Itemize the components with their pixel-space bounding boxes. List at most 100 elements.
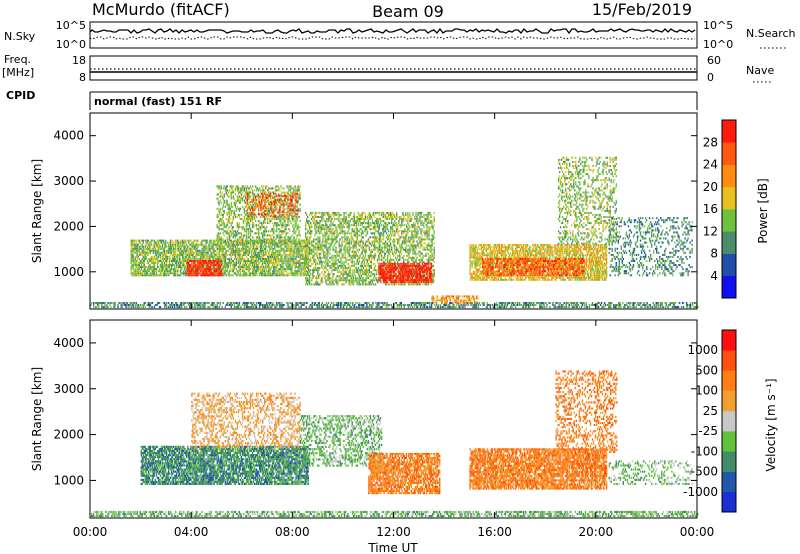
cpid-label: CPID [6,89,35,102]
heatmap-cell [223,252,224,254]
heatmap-cell [408,306,409,308]
heatmap-cell [140,304,141,306]
heatmap-cell [297,185,298,187]
heatmap-cell [221,262,222,264]
heatmap-cell [294,232,295,234]
heatmap-cell [586,302,587,304]
heatmap-cell [261,185,262,187]
heatmap-cell [280,220,281,222]
heatmap-cell [186,256,187,258]
heatmap-cell [168,302,169,304]
heatmap-cell [239,214,240,216]
heatmap-cell [247,199,248,201]
heatmap-cell [250,204,251,206]
heatmap-cell [251,199,252,201]
heatmap-cell [256,195,257,197]
heatmap-cell [203,258,204,260]
heatmap-cell [381,302,382,304]
heatmap-cell [158,242,159,244]
heatmap-cell [463,304,464,306]
heatmap-cell [109,304,110,306]
heatmap-cell [292,246,293,248]
heatmap-cell [225,206,226,208]
heatmap-cell [246,264,247,266]
heatmap-cell [304,248,305,250]
heatmap-cell [280,246,281,248]
heatmap-cell [285,197,286,199]
heatmap-cell [132,246,133,248]
heatmap-cell [247,201,248,203]
heatmap-cell [292,187,293,189]
heatmap-cell [226,252,227,254]
heatmap-cell [599,302,600,304]
heatmap-cell [378,304,379,306]
heatmap-cell [256,216,257,218]
heatmap-cell [210,270,211,272]
heatmap-cell [244,258,245,260]
heatmap-cell [502,304,503,306]
heatmap-cell [288,258,289,260]
heatmap-cell [310,277,311,279]
heatmap-cell [224,200,225,202]
heatmap-cell [263,250,264,252]
heatmap-cell [266,226,267,228]
heatmap-cell [252,264,253,266]
heatmap-cell [240,200,241,202]
heatmap-cell [226,192,227,194]
heatmap-cell [151,242,152,244]
heatmap-cell [277,256,278,258]
heatmap-cell [136,262,137,264]
heatmap-cell [278,270,279,272]
heatmap-cell [171,248,172,250]
heatmap-cell [252,241,253,243]
heatmap-cell [181,266,182,268]
heatmap-cell [465,304,466,306]
nsearch-tick-top: 10^5 [703,19,733,32]
heatmap-cell [279,209,280,211]
heatmap-cell [308,245,309,247]
heatmap-cell [210,242,211,244]
heatmap-cell [164,250,165,252]
heatmap-cell [167,260,168,262]
heatmap-cell [252,304,253,306]
heatmap-cell [235,216,236,218]
heatmap-cell [220,196,221,198]
heatmap-cell [306,257,307,259]
heatmap-cell [206,240,207,242]
heatmap-cell [259,201,260,203]
heatmap-cell [245,262,246,264]
heatmap-cell [284,220,285,222]
heatmap-cell [213,268,214,270]
heatmap-cell [584,306,585,308]
heatmap-cell [224,202,225,204]
heatmap-cell [264,189,265,191]
heatmap-cell [93,302,94,304]
heatmap-cell [114,302,115,304]
heatmap-cell [229,212,230,214]
heatmap-cell [346,306,347,308]
heatmap-cell [238,241,239,243]
heatmap-cell [140,242,141,244]
heatmap-cell [125,304,126,306]
heatmap-cell [263,222,264,224]
heatmap-cell [219,202,220,204]
heatmap-cell [231,214,232,216]
heatmap-cell [264,270,265,272]
heatmap-cell [249,236,250,238]
heatmap-cell [296,204,297,206]
heatmap-cell [207,272,208,274]
heatmap-cell [269,210,270,212]
heatmap-cell [232,187,233,189]
heatmap-cell [533,306,534,308]
heatmap-cell [427,306,428,308]
heatmap-cell [281,254,282,256]
heatmap-cell [293,250,294,252]
heatmap-cell [238,198,239,200]
heatmap-cell [264,232,265,234]
heatmap-cell [217,238,218,240]
heatmap-cell [276,262,277,264]
heatmap-cell [142,272,143,274]
heatmap-cell [194,256,195,258]
heatmap-cell [167,256,168,258]
heatmap-cell [163,260,164,262]
